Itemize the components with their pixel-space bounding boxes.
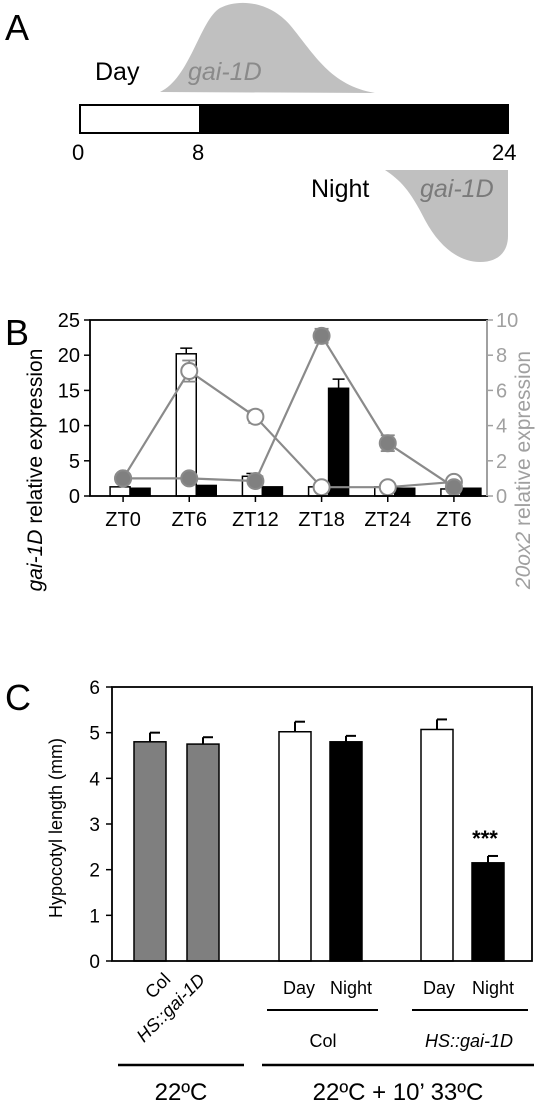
- panel-b-right-ticks: 0 2 4 6 8 10: [487, 310, 518, 508]
- left-tick-label: 25: [58, 310, 80, 332]
- left-axis-gene: gai-1D: [24, 530, 47, 592]
- label-col-night: Night: [330, 978, 372, 998]
- left-tick-label: 15: [58, 380, 80, 402]
- panel-c-axis-label: Hypocotyl length (mm): [46, 738, 66, 918]
- hypocotyl-bar: [186, 743, 220, 962]
- right-tick-label: 6: [496, 380, 507, 402]
- line-marker: [312, 478, 331, 497]
- expression-bar: [195, 484, 217, 497]
- c-tick-label: 3: [89, 815, 100, 836]
- line-marker: [180, 362, 199, 381]
- panel-b-bars: [109, 347, 482, 497]
- expression-bar: [261, 486, 284, 497]
- panel-b-left-ticks: 0 5 10 15 20 25: [58, 310, 90, 508]
- expression-line: [123, 333, 455, 489]
- left-tick-label: 5: [69, 451, 80, 473]
- hypocotyl-bar: [329, 741, 363, 962]
- panel-c-bars: [133, 718, 505, 962]
- line-marker: [114, 469, 133, 488]
- panel-c-y-ticks: 0 1 2 3 4 5 6: [89, 678, 112, 973]
- right-tick-label: 4: [496, 416, 507, 438]
- expression-bar: [327, 387, 350, 497]
- line-marker: [378, 478, 397, 497]
- c-tick-label: 2: [89, 861, 100, 882]
- significance-marker: ***: [472, 826, 498, 851]
- left-axis-rest: relative expression: [24, 349, 47, 530]
- day-gene-label: gai-1D: [188, 58, 262, 86]
- panel-c-frame: [111, 686, 533, 962]
- expression-bar: [129, 487, 151, 497]
- line-marker: [444, 478, 463, 497]
- panel-b: B gai-1D relative expression 20ox2 relat…: [5, 310, 535, 591]
- expression-bar: [394, 487, 416, 497]
- expression-bar: [460, 487, 482, 497]
- hypocotyl-bar: [278, 731, 312, 962]
- right-axis-gene: 20ox2: [512, 532, 535, 591]
- hypocotyl-bar: [471, 862, 505, 962]
- group-label-hs: HS::gai-1D: [425, 1031, 513, 1051]
- x-tick-label: ZT24: [364, 509, 411, 531]
- panel-b-lines: [114, 326, 463, 497]
- line-marker: [246, 407, 265, 426]
- x-tick-label: ZT0: [105, 509, 141, 531]
- left-tick-label: 20: [58, 345, 80, 367]
- night-gene-label: gai-1D: [420, 175, 494, 203]
- left-tick-label: 10: [58, 416, 80, 438]
- x-tick-label: ZT6: [436, 509, 472, 531]
- c-tick-label: 4: [89, 769, 100, 790]
- line-marker: [246, 472, 265, 491]
- panel-b-x-ticks: ZT0 ZT6 ZT12 ZT18 ZT24 ZT6: [105, 496, 472, 531]
- hypocotyl-bar: [133, 741, 167, 962]
- night-expression-curve: [385, 170, 508, 262]
- right-tick-label: 0: [496, 486, 507, 508]
- timeline-light: [79, 104, 201, 134]
- panel-b-right-axis-label: 20ox2 relative expression: [512, 351, 535, 590]
- c-tick-label: 6: [89, 678, 100, 699]
- tick-0: 0: [72, 140, 84, 165]
- group-label-col: Col: [309, 1031, 336, 1051]
- panel-a: A Day gai-1D 0 8 24 Night gai-1D: [5, 2, 516, 262]
- expression-line: [122, 369, 455, 489]
- night-label: Night: [311, 175, 369, 203]
- left-tick-label: 0: [69, 486, 80, 508]
- x-tick-label: ZT6: [171, 509, 207, 531]
- right-tick-label: 10: [496, 310, 518, 332]
- panel-a-letter: A: [5, 7, 29, 48]
- tick-8: 8: [192, 140, 204, 165]
- day-label: Day: [95, 58, 140, 86]
- label-hs-day: Day: [423, 978, 455, 998]
- hypocotyl-bar: [420, 728, 454, 962]
- c-tick-label: 0: [89, 952, 100, 973]
- label-col-day: Day: [283, 978, 315, 998]
- timeline-dark: [199, 104, 509, 134]
- panel-b-letter: B: [5, 312, 29, 353]
- c-tick-label: 1: [89, 906, 100, 927]
- x-tick-label: ZT18: [298, 509, 345, 531]
- x-tick-label: ZT12: [232, 509, 279, 531]
- line-marker: [378, 434, 397, 453]
- line-marker: [180, 469, 199, 488]
- expression-bar: [109, 486, 131, 497]
- day-expression-curve: [160, 2, 375, 94]
- tick-24: 24: [492, 140, 516, 165]
- right-tick-label: 2: [496, 451, 507, 473]
- line-marker: [312, 326, 331, 345]
- right-axis-rest: relative expression: [512, 351, 535, 532]
- temp-label-heat: 22ºC + 10’ 33ºC: [313, 1079, 484, 1106]
- right-tick-label: 8: [496, 345, 507, 367]
- panel-b-left-axis-label: gai-1D relative expression: [24, 349, 47, 592]
- panel-c-letter: C: [5, 677, 31, 718]
- label-hs-night: Night: [472, 978, 514, 998]
- temp-label-control: 22ºC: [155, 1079, 208, 1106]
- c-tick-label: 5: [89, 724, 100, 745]
